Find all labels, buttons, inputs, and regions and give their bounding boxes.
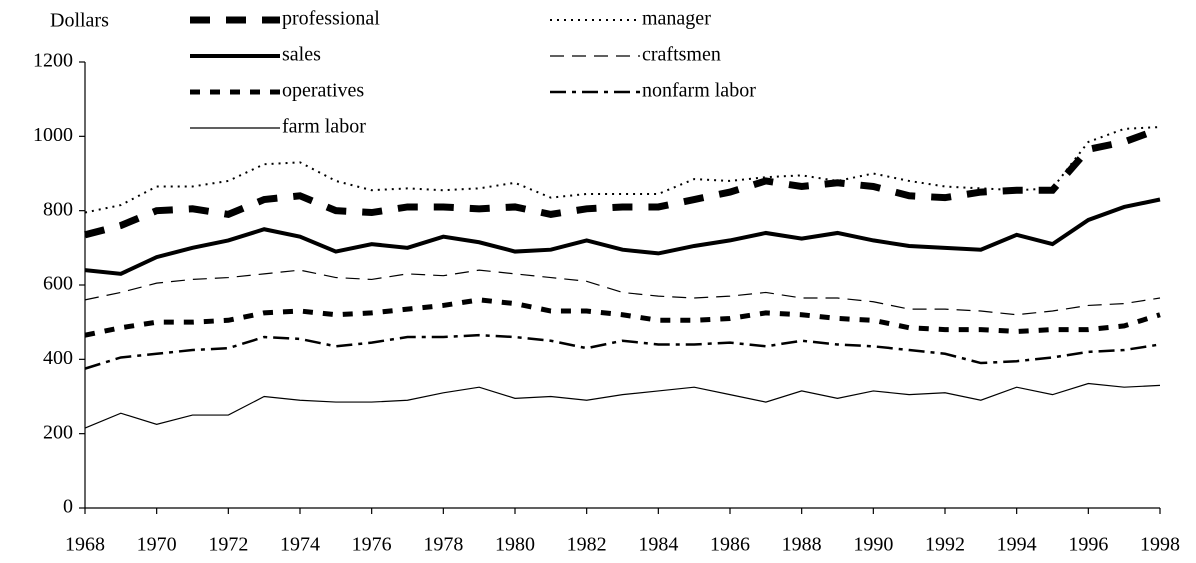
x-tick-label: 1968 <box>65 534 105 556</box>
legend-label: professional <box>282 8 380 30</box>
y-tick-label: 400 <box>43 347 73 369</box>
x-tick-label: 1996 <box>1068 534 1108 556</box>
series-line <box>84 382 1161 429</box>
series-line <box>84 197 1161 276</box>
y-tick-label: 1200 <box>33 50 73 72</box>
x-tick-label: 1982 <box>567 534 607 556</box>
x-tick-label: 1988 <box>782 534 822 556</box>
y-axis-label: Dollars <box>50 10 109 32</box>
legend-label: craftsmen <box>642 44 721 66</box>
legend-label: farm labor <box>282 116 366 138</box>
x-tick-label: 1970 <box>137 534 177 556</box>
legend-label: nonfarm labor <box>642 80 756 102</box>
x-tick-label: 1980 <box>495 534 535 556</box>
x-tick-label: 1992 <box>925 534 965 556</box>
legend-label: sales <box>282 44 321 66</box>
x-tick-label: 1984 <box>638 534 678 556</box>
legend-label: manager <box>642 8 711 30</box>
series-line <box>84 269 1161 316</box>
y-tick-label: 200 <box>43 421 73 443</box>
x-tick-label: 1974 <box>280 534 320 556</box>
legend-label: operatives <box>282 80 364 102</box>
series-line <box>84 126 1161 214</box>
x-tick-label: 1978 <box>423 534 463 556</box>
series-line <box>84 297 1161 338</box>
series-line <box>84 125 1162 239</box>
y-tick-label: 0 <box>63 496 73 518</box>
x-tick-label: 1994 <box>997 534 1037 556</box>
x-tick-label: 1990 <box>853 534 893 556</box>
x-tick-label: 1976 <box>352 534 392 556</box>
series-line <box>84 333 1161 370</box>
x-tick-label: 1998 <box>1140 534 1180 556</box>
y-tick-label: 600 <box>43 273 73 295</box>
y-tick-label: 800 <box>43 198 73 220</box>
y-tick-label: 1000 <box>33 124 73 146</box>
x-tick-label: 1972 <box>208 534 248 556</box>
x-tick-label: 1986 <box>710 534 750 556</box>
